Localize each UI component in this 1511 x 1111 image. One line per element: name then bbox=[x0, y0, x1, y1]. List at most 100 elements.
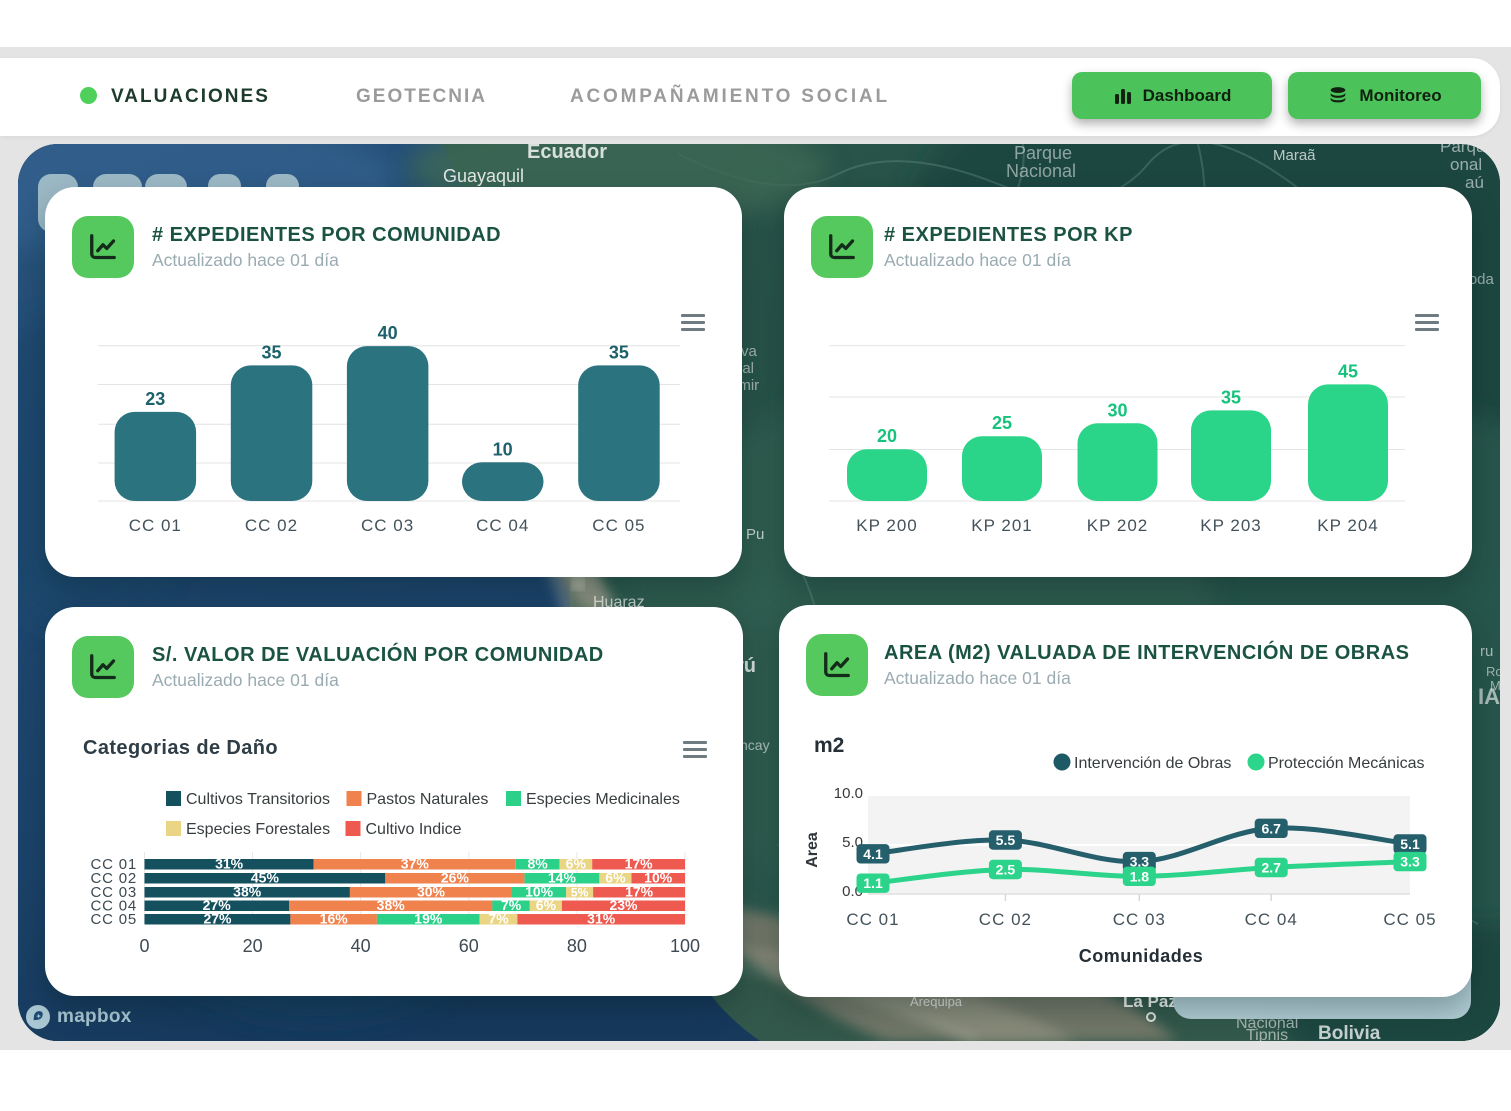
svg-text:Pastos Naturales: Pastos Naturales bbox=[367, 791, 489, 808]
svg-text:CC 02: CC 02 bbox=[979, 910, 1032, 929]
svg-text:30%: 30% bbox=[417, 884, 446, 900]
svg-text:Ecuador: Ecuador bbox=[527, 144, 607, 163]
svg-text:3.3: 3.3 bbox=[1400, 854, 1420, 870]
svg-text:Huaraz: Huaraz bbox=[593, 594, 645, 611]
svg-text:6%: 6% bbox=[566, 856, 587, 872]
svg-text:Categorias de Daño: Categorias de Daño bbox=[83, 737, 278, 759]
svg-text:Nacional: Nacional bbox=[1006, 161, 1076, 181]
svg-text:10%: 10% bbox=[644, 870, 673, 886]
svg-text:CC 04: CC 04 bbox=[1245, 910, 1298, 929]
svg-text:20: 20 bbox=[243, 936, 263, 956]
svg-text:CC 02: CC 02 bbox=[90, 870, 137, 887]
svg-text:31%: 31% bbox=[587, 911, 616, 927]
svg-text:KP 202: KP 202 bbox=[1087, 516, 1148, 535]
svg-text:CC 05: CC 05 bbox=[90, 911, 137, 928]
svg-text:0: 0 bbox=[139, 936, 149, 956]
svg-text:CC 05: CC 05 bbox=[1383, 910, 1436, 929]
svg-text:Pu: Pu bbox=[746, 526, 764, 543]
svg-text:KP 204: KP 204 bbox=[1317, 516, 1378, 535]
svg-text:30: 30 bbox=[1107, 400, 1127, 420]
svg-text:17%: 17% bbox=[625, 856, 654, 872]
svg-text:Tipnis: Tipnis bbox=[1246, 1027, 1288, 1041]
svg-text:ncay: ncay bbox=[740, 737, 770, 753]
svg-text:CC 01: CC 01 bbox=[129, 516, 182, 535]
svg-text:27%: 27% bbox=[203, 897, 232, 913]
svg-text:14%: 14% bbox=[548, 870, 577, 886]
svg-text:27%: 27% bbox=[203, 911, 232, 927]
svg-text:6%: 6% bbox=[536, 897, 557, 913]
svg-text:CC 01: CC 01 bbox=[90, 856, 137, 873]
svg-text:Parque: Parque bbox=[1440, 144, 1495, 156]
svg-text:4.1: 4.1 bbox=[863, 846, 883, 862]
svg-text:ru: ru bbox=[1480, 643, 1493, 660]
svg-text:3.3: 3.3 bbox=[1130, 854, 1150, 870]
svg-text:CC 01: CC 01 bbox=[846, 910, 899, 929]
svg-text:Protección Mecánicas: Protección Mecánicas bbox=[1268, 755, 1425, 772]
svg-text:19%: 19% bbox=[414, 911, 443, 927]
svg-text:100: 100 bbox=[670, 936, 700, 956]
svg-text:Cultivo Indice: Cultivo Indice bbox=[366, 821, 462, 838]
svg-text:23%: 23% bbox=[609, 897, 638, 913]
svg-text:5.1: 5.1 bbox=[1400, 836, 1420, 852]
svg-text:40: 40 bbox=[378, 323, 398, 343]
svg-text:1.1: 1.1 bbox=[863, 875, 883, 891]
svg-text:45%: 45% bbox=[251, 870, 280, 886]
svg-text:37%: 37% bbox=[401, 856, 430, 872]
svg-text:45: 45 bbox=[1338, 361, 1358, 381]
svg-text:KP 201: KP 201 bbox=[971, 516, 1032, 535]
svg-text:35: 35 bbox=[609, 342, 629, 362]
svg-text:80: 80 bbox=[567, 936, 587, 956]
svg-text:aú: aú bbox=[1465, 173, 1484, 192]
svg-text:38%: 38% bbox=[233, 884, 262, 900]
svg-text:Parque: Parque bbox=[1014, 144, 1072, 163]
svg-text:Area: Area bbox=[804, 832, 821, 868]
svg-text:Arequipa: Arequipa bbox=[910, 994, 963, 1009]
svg-text:Intervención de Obras: Intervención de Obras bbox=[1074, 755, 1231, 772]
svg-text:8%: 8% bbox=[527, 856, 548, 872]
svg-text:23: 23 bbox=[145, 389, 165, 409]
svg-text:Ro: Ro bbox=[1486, 664, 1500, 679]
svg-text:IA: IA bbox=[1478, 684, 1500, 709]
svg-text:KP 203: KP 203 bbox=[1200, 516, 1261, 535]
svg-text:10.0: 10.0 bbox=[834, 785, 863, 802]
svg-text:1.8: 1.8 bbox=[1130, 868, 1150, 884]
svg-text:7%: 7% bbox=[501, 897, 522, 913]
svg-text:2.5: 2.5 bbox=[996, 862, 1016, 878]
svg-text:10: 10 bbox=[493, 439, 513, 459]
svg-text:M: M bbox=[1490, 678, 1500, 693]
svg-text:Nacional: Nacional bbox=[1236, 1015, 1298, 1032]
svg-text:31%: 31% bbox=[215, 856, 244, 872]
svg-text:KP 200: KP 200 bbox=[856, 516, 917, 535]
svg-text:5%: 5% bbox=[571, 886, 589, 900]
svg-text:16%: 16% bbox=[320, 911, 349, 927]
svg-text:6.7: 6.7 bbox=[1261, 820, 1281, 836]
svg-text:CC 05: CC 05 bbox=[592, 516, 645, 535]
svg-text:38%: 38% bbox=[377, 897, 406, 913]
svg-text:2.7: 2.7 bbox=[1261, 860, 1281, 876]
svg-text:onal: onal bbox=[1450, 155, 1482, 174]
svg-text:Bolivia: Bolivia bbox=[1318, 1023, 1381, 1041]
svg-text:26%: 26% bbox=[441, 870, 470, 886]
svg-text:25: 25 bbox=[992, 413, 1012, 433]
svg-text:m2: m2 bbox=[814, 734, 844, 757]
svg-text:40: 40 bbox=[351, 936, 371, 956]
svg-text:Guayaquil: Guayaquil bbox=[443, 166, 524, 186]
svg-text:6%: 6% bbox=[605, 870, 626, 886]
svg-text:Especies Forestales: Especies Forestales bbox=[186, 821, 330, 838]
svg-text:CC 03: CC 03 bbox=[361, 516, 414, 535]
svg-text:CC 03: CC 03 bbox=[1113, 910, 1166, 929]
svg-text:17%: 17% bbox=[625, 884, 654, 900]
svg-text:35: 35 bbox=[261, 342, 281, 362]
svg-text:10%: 10% bbox=[525, 884, 554, 900]
svg-text:5.5: 5.5 bbox=[996, 832, 1016, 848]
svg-text:Maraã: Maraã bbox=[1273, 147, 1316, 164]
svg-text:60: 60 bbox=[459, 936, 479, 956]
svg-text:20: 20 bbox=[877, 426, 897, 446]
svg-text:7%: 7% bbox=[488, 911, 509, 927]
svg-text:CC 02: CC 02 bbox=[245, 516, 298, 535]
svg-text:CC 04: CC 04 bbox=[476, 516, 529, 535]
svg-text:va: va bbox=[741, 343, 758, 360]
svg-text:Cultivos Transitorios: Cultivos Transitorios bbox=[186, 791, 330, 808]
svg-text:35: 35 bbox=[1221, 387, 1241, 407]
svg-text:CC 04: CC 04 bbox=[90, 898, 137, 915]
